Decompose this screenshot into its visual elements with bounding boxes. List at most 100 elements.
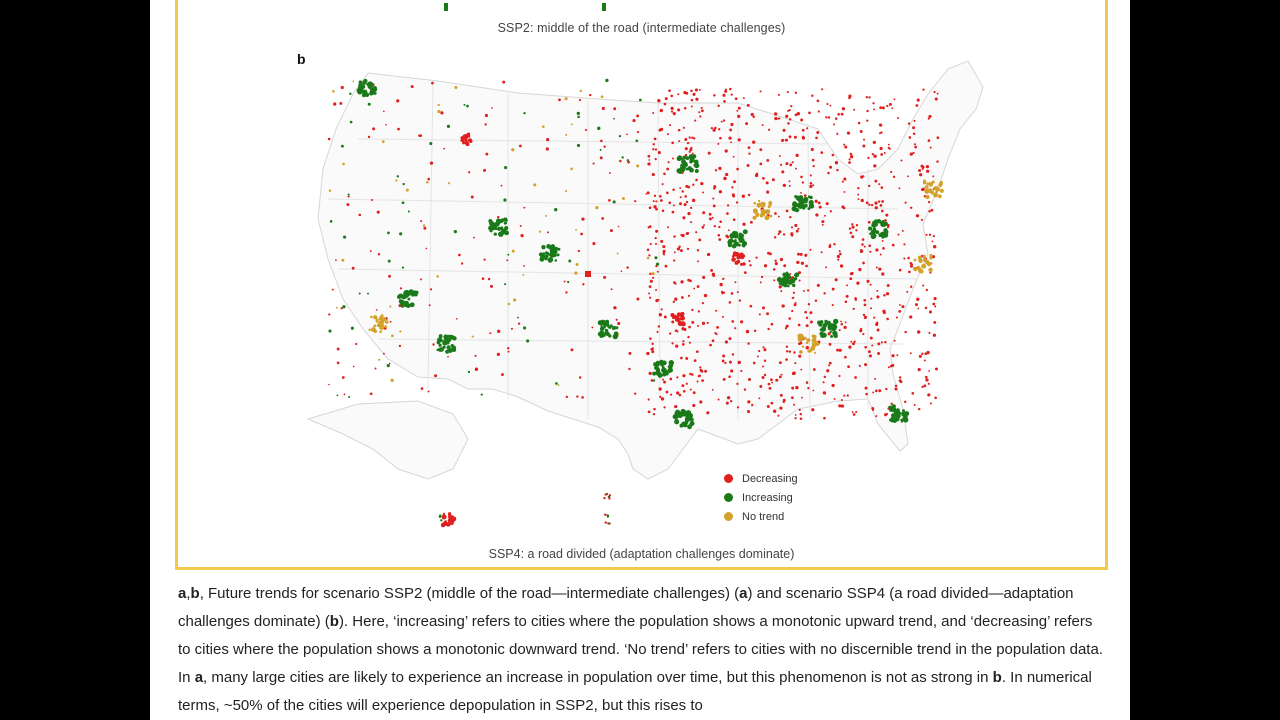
city-dot	[884, 340, 887, 344]
city-dot	[851, 411, 854, 413]
city-dot	[646, 351, 650, 356]
city-dot	[666, 133, 669, 136]
city-dot	[813, 351, 817, 354]
city-dot	[715, 309, 718, 312]
city-dot	[673, 259, 676, 262]
city-dot	[778, 117, 781, 120]
city-dot	[891, 363, 895, 367]
city-dot	[681, 384, 685, 388]
city-dot	[771, 178, 775, 182]
city-dot	[692, 92, 696, 96]
city-dot	[687, 294, 691, 297]
city-dot	[618, 135, 622, 138]
city-dot	[928, 210, 931, 213]
city-dot	[649, 279, 653, 283]
city-dot	[442, 512, 446, 516]
city-dot	[925, 233, 928, 236]
city-dot	[634, 200, 637, 203]
city-dot	[554, 208, 558, 212]
city-dot	[829, 165, 833, 169]
city-dot	[699, 88, 701, 91]
city-dot	[924, 352, 928, 356]
city-dot	[876, 328, 880, 332]
city-dot	[793, 403, 796, 406]
city-dot	[767, 128, 771, 131]
city-dot	[342, 305, 346, 309]
city-dot	[332, 89, 335, 93]
city-dot	[809, 195, 813, 200]
city-dot	[655, 200, 658, 203]
city-dot	[483, 258, 486, 261]
city-dot	[335, 259, 337, 262]
city-dot	[608, 522, 611, 525]
city-dot	[358, 213, 362, 217]
city-dot	[736, 382, 739, 386]
city-dot	[736, 291, 739, 294]
city-dot	[770, 401, 774, 405]
city-dot	[833, 243, 836, 246]
city-dot	[446, 521, 451, 527]
city-dot	[542, 252, 546, 256]
city-dot	[821, 223, 824, 226]
city-dot	[648, 206, 652, 210]
city-dot	[815, 136, 818, 140]
city-dot	[671, 314, 676, 318]
city-dot	[801, 345, 805, 348]
city-dot	[658, 387, 662, 391]
city-dot	[628, 351, 632, 355]
city-dot	[878, 267, 882, 271]
city-dot	[899, 304, 901, 306]
city-dot	[658, 372, 662, 377]
city-dot	[881, 272, 885, 276]
city-dot	[914, 145, 918, 149]
city-dot	[752, 140, 756, 144]
city-dot	[867, 350, 871, 354]
city-dot	[668, 360, 674, 366]
city-dot	[737, 138, 741, 142]
city-dot	[745, 329, 750, 334]
legend-label-increasing: Increasing	[742, 491, 793, 504]
city-dot	[843, 190, 846, 193]
ref-a: a	[194, 669, 204, 686]
city-dot	[661, 366, 665, 369]
city-dot	[412, 292, 416, 296]
city-dot	[331, 288, 334, 291]
city-dot	[822, 381, 825, 384]
city-dot	[825, 266, 828, 269]
city-dot	[439, 347, 444, 352]
city-dot	[885, 292, 890, 296]
city-dot	[581, 396, 584, 399]
city-dot	[837, 112, 840, 116]
city-dot	[840, 320, 842, 323]
city-dot	[798, 354, 802, 358]
city-dot	[401, 201, 405, 205]
city-dot	[672, 204, 675, 207]
city-dot	[648, 285, 652, 289]
city-dot	[844, 300, 848, 304]
city-dot	[800, 175, 803, 179]
city-dot	[440, 519, 443, 522]
city-dot	[803, 290, 805, 292]
city-dot	[717, 233, 721, 237]
city-dot	[328, 313, 331, 316]
city-dot	[674, 297, 678, 301]
city-dot	[702, 275, 706, 279]
city-dot	[820, 326, 827, 332]
city-dot	[738, 299, 742, 302]
city-dot	[809, 248, 812, 251]
city-dot	[770, 378, 773, 382]
city-dot	[917, 255, 922, 260]
city-dot	[678, 393, 682, 397]
city-dot	[934, 396, 937, 400]
city-dot	[717, 104, 720, 108]
city-dot	[674, 419, 680, 425]
city-dot	[851, 235, 855, 239]
city-dot	[737, 114, 741, 119]
city-dot	[773, 409, 777, 413]
city-dot	[883, 152, 886, 154]
city-dot	[726, 204, 730, 207]
city-dot	[861, 175, 864, 178]
city-dot	[673, 235, 676, 238]
city-dot	[523, 326, 527, 330]
city-dot	[916, 265, 921, 271]
